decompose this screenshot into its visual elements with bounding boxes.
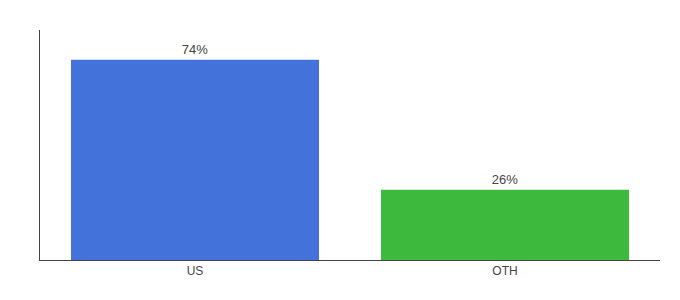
svg-text:US: US: [187, 264, 204, 278]
svg-text:74%: 74%: [182, 42, 208, 57]
svg-text:OTH: OTH: [492, 264, 517, 278]
svg-text:26%: 26%: [492, 172, 518, 187]
